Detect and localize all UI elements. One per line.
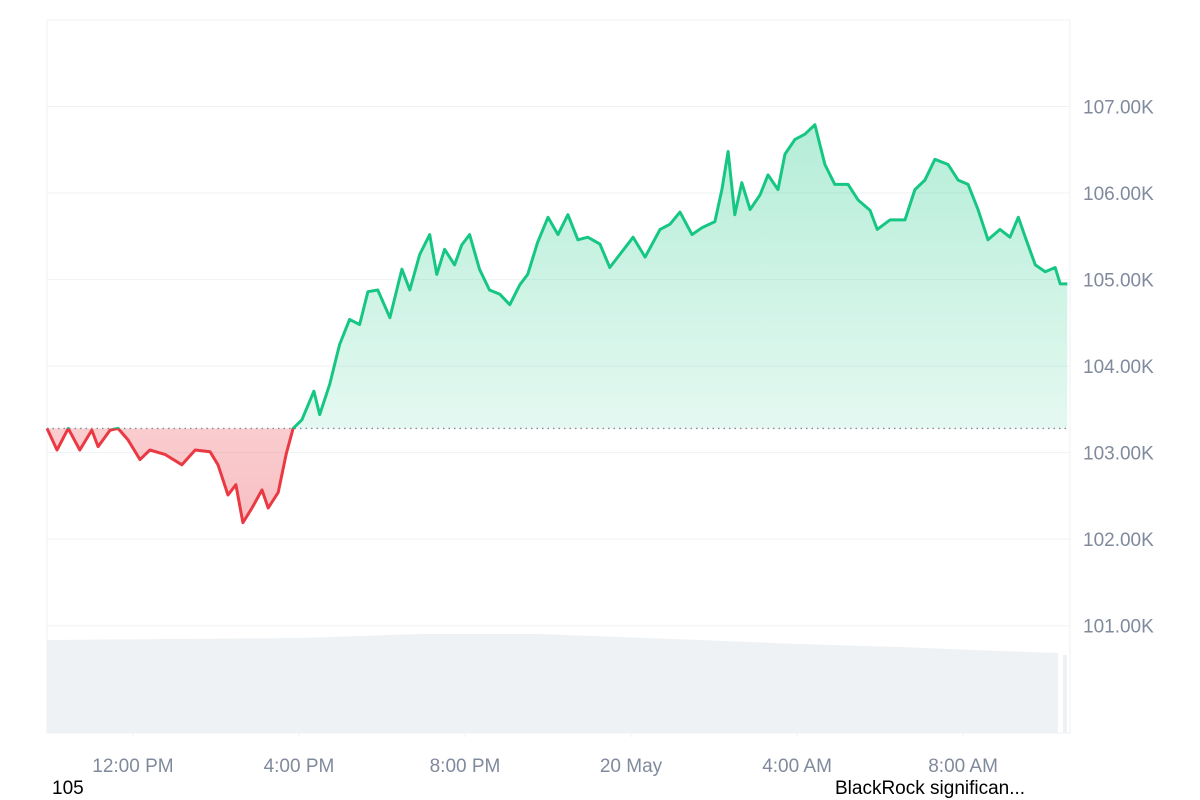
x-tick-label: 4:00 PM <box>264 756 335 777</box>
y-tick-label: 105.00K <box>1083 271 1154 292</box>
area-below <box>47 428 294 523</box>
y-tick-label: 101.00K <box>1083 617 1154 638</box>
footer-right: BlackRock significan... <box>835 778 1025 799</box>
volume-area <box>47 634 1058 733</box>
y-tick-label: 102.00K <box>1083 530 1154 551</box>
volume-bar <box>1063 655 1067 733</box>
x-tick-label: 4:00 AM <box>762 756 832 777</box>
y-tick-label: 106.00K <box>1083 184 1154 205</box>
y-tick-label: 107.00K <box>1083 98 1154 119</box>
x-tick-label: 8:00 AM <box>928 756 998 777</box>
y-tick-label: 104.00K <box>1083 357 1154 378</box>
area-above <box>47 124 1068 429</box>
x-tick-label: 12:00 PM <box>92 756 173 777</box>
footer-left: 105 <box>52 778 84 799</box>
x-tick-label: 20 May <box>600 756 663 777</box>
y-tick-label: 103.00K <box>1083 444 1154 465</box>
price-line <box>45 123 1068 525</box>
x-tick-label: 8:00 PM <box>430 756 501 777</box>
